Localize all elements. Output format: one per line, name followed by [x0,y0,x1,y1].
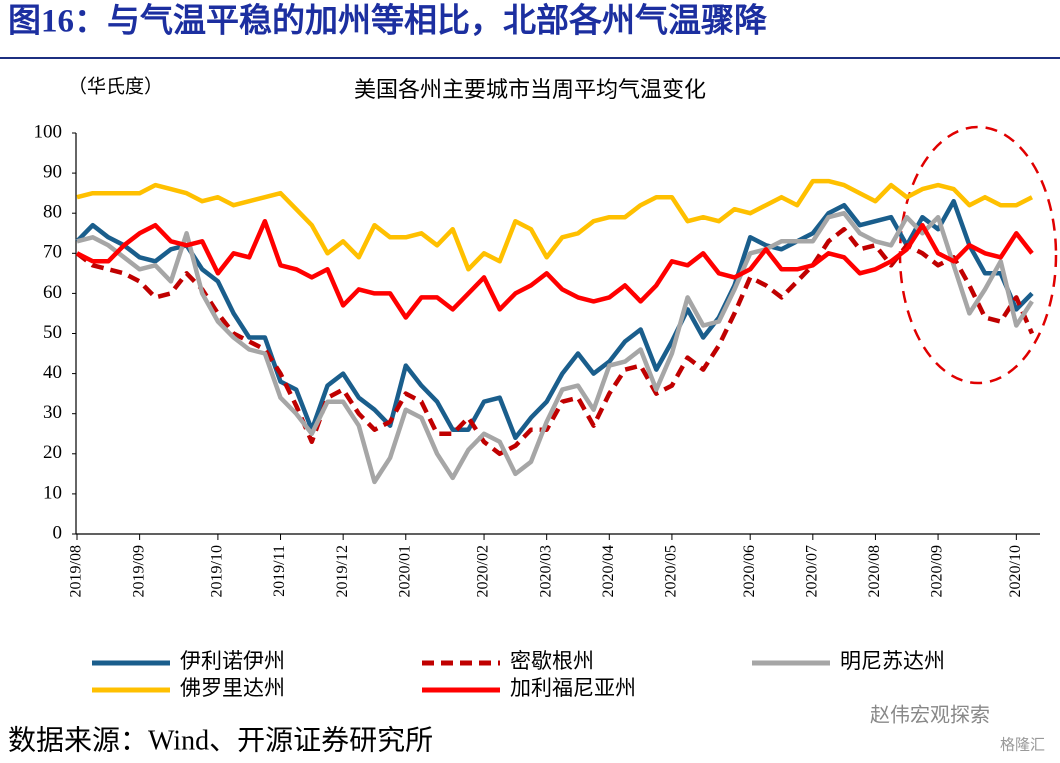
y-tick-label: 90 [43,161,62,182]
x-tick-label: 2019/08 [68,545,85,597]
series-line [75,226,1035,457]
x-tick-label: 2019/11 [271,545,288,597]
series-line [76,210,1034,485]
y-tick-label: 0 [53,522,63,543]
x-tick-label: 2019/09 [130,545,147,597]
y-tick-label: 40 [43,362,62,383]
y-tick-label: 80 [43,202,62,223]
series-line [75,218,1034,320]
legend-label: 伊利诺伊州 [180,649,285,673]
header-title: 图16：与气温平稳的加州等相比，北部各州气温骤降 [8,3,768,40]
y-tick-label: 60 [43,282,62,303]
watermark-logo: 格隆汇 [1000,736,1045,754]
x-tick-label: 2020/07 [803,545,820,597]
x-tick-label: 2020/02 [475,545,492,597]
legend-label: 佛罗里达州 [180,676,285,700]
y-tick-label: 10 [43,482,62,503]
y-tick-label: 50 [43,322,62,343]
source: 数据来源：Wind、开源证券研究所 [8,724,433,756]
legend-label: 明尼苏达州 [840,649,945,673]
y-axis-label: （华氏度） [68,75,163,97]
x-tick-label: 2020/03 [537,545,554,597]
x-tick-label: 2020/08 [866,545,883,597]
y-tick-label: 100 [34,121,63,142]
x-tick-label: 2020/01 [396,545,413,597]
legend-label: 密歇根州 [510,649,594,673]
x-tick-label: 2020/09 [929,545,946,597]
x-tick-label: 2020/05 [663,545,680,597]
y-tick-label: 30 [43,402,62,423]
series-line [76,178,1034,272]
y-tick-label: 20 [43,442,62,463]
legend-label: 加利福尼亚州 [510,676,636,700]
x-tick-label: 2020/06 [741,545,758,597]
watermark: 赵伟宏观探索 [870,703,990,727]
y-tick-label: 70 [43,242,62,263]
series-line [75,198,1034,441]
x-tick-label: 2020/04 [600,545,617,597]
x-tick-label: 2019/10 [209,545,226,597]
chart-title: 美国各州主要城市当周平均气温变化 [354,77,706,102]
x-tick-label: 2020/10 [1007,545,1024,597]
x-tick-label: 2019/12 [334,545,351,597]
